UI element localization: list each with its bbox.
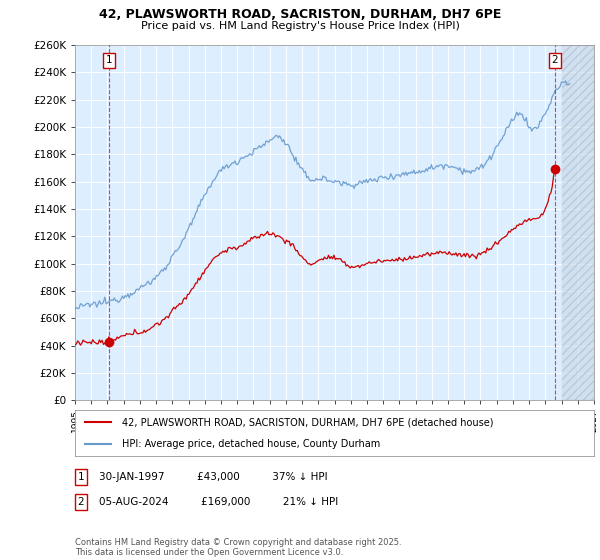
Text: 05-AUG-2024          £169,000          21% ↓ HPI: 05-AUG-2024 £169,000 21% ↓ HPI [99,497,338,507]
Text: 2: 2 [77,497,85,507]
Text: Contains HM Land Registry data © Crown copyright and database right 2025.
This d: Contains HM Land Registry data © Crown c… [75,538,401,557]
Text: HPI: Average price, detached house, County Durham: HPI: Average price, detached house, Coun… [122,439,380,449]
Text: 1: 1 [106,55,112,66]
Text: 2: 2 [551,55,558,66]
Text: Price paid vs. HM Land Registry's House Price Index (HPI): Price paid vs. HM Land Registry's House … [140,21,460,31]
Text: 1: 1 [77,472,85,482]
Bar [562,45,594,400]
Text: 30-JAN-1997          £43,000          37% ↓ HPI: 30-JAN-1997 £43,000 37% ↓ HPI [99,472,328,482]
Text: 42, PLAWSWORTH ROAD, SACRISTON, DURHAM, DH7 6PE (detached house): 42, PLAWSWORTH ROAD, SACRISTON, DURHAM, … [122,417,493,427]
Text: 42, PLAWSWORTH ROAD, SACRISTON, DURHAM, DH7 6PE: 42, PLAWSWORTH ROAD, SACRISTON, DURHAM, … [99,8,501,21]
